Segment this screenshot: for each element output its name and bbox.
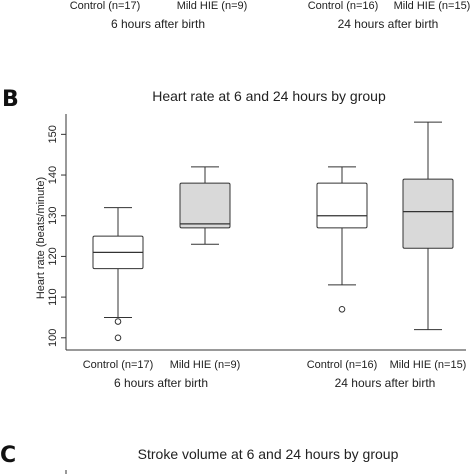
y-tick-label: 140	[47, 166, 59, 184]
top-group-label: 6 hours after birth	[111, 17, 205, 31]
x-group-label: 24 hours after birth	[335, 376, 436, 390]
outlier-point	[338, 306, 346, 313]
x-category-label: Mild HIE (n=15)	[390, 359, 467, 371]
box-iqr	[402, 178, 454, 249]
y-tick-label: 120	[47, 247, 59, 265]
x-category-label: Mild HIE (n=9)	[170, 359, 241, 371]
y-tick-label: 150	[47, 125, 59, 143]
box-iqr	[316, 182, 368, 229]
x-group-label: 6 hours after birth	[114, 376, 208, 390]
top-category-label: Control (n=16)	[308, 0, 379, 12]
panel-letter-b: B	[2, 87, 19, 112]
boxplots	[92, 121, 454, 342]
top-fragment: Control (n=17) Mild HIE (n=9) Control (n…	[70, 0, 471, 31]
box-iqr	[179, 182, 231, 229]
y-tick-label: 110	[47, 288, 59, 306]
top-group-label: 24 hours after birth	[338, 17, 439, 31]
panel-letter-c: C	[0, 443, 16, 468]
panel-c-title: Stroke volume at 6 and 24 hours by group	[138, 446, 399, 462]
y-tick-label: 100	[47, 329, 59, 347]
x-category-labels: Control (n=17) Mild HIE (n=9) Control (n…	[83, 359, 467, 371]
y-ticks: 100 110 120 130 140 150	[47, 125, 66, 347]
top-category-label: Control (n=17)	[70, 0, 141, 12]
y-tick-label: 130	[47, 207, 59, 225]
outlier-point	[114, 318, 122, 325]
top-category-label: Mild HIE (n=15)	[394, 0, 471, 12]
x-group-labels: 6 hours after birth 24 hours after birth	[114, 376, 435, 390]
y-axis-label: Heart rate (beats/minute)	[35, 177, 47, 299]
x-category-label: Control (n=17)	[83, 359, 154, 371]
x-category-label: Control (n=16)	[307, 359, 378, 371]
outlier-point	[114, 334, 122, 342]
chart-title: Heart rate at 6 and 24 hours by group	[152, 88, 386, 104]
top-category-label: Mild HIE (n=9)	[177, 0, 248, 12]
